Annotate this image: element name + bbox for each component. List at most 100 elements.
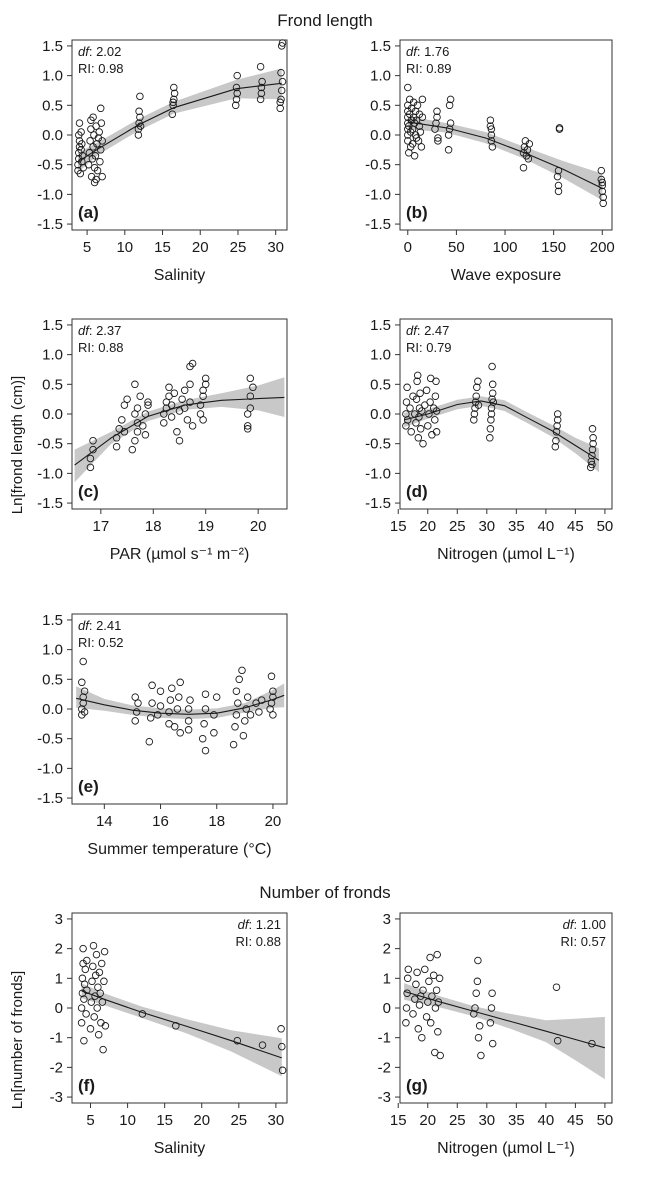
data-point-e-44 bbox=[232, 687, 241, 695]
y-tick-label-d-4: 0.5 bbox=[370, 376, 391, 393]
x-tick-label-f-4: 25 bbox=[230, 1112, 247, 1129]
x-tick-label-g-3: 30 bbox=[478, 1112, 495, 1129]
data-point-g-5 bbox=[409, 1010, 417, 1018]
y-tick-label-a-3: 0.0 bbox=[42, 127, 63, 144]
x-tick-label-g-2: 25 bbox=[449, 1112, 466, 1129]
y-tick-label-d-0: -1.5 bbox=[365, 495, 391, 512]
data-point-b-37 bbox=[433, 107, 441, 116]
data-point-c-11 bbox=[128, 445, 137, 454]
data-point-e-40 bbox=[229, 740, 238, 749]
data-point-e-27 bbox=[176, 729, 184, 737]
section-title-number-of-fronds: Number of fronds bbox=[259, 883, 390, 902]
data-point-d-32 bbox=[432, 407, 441, 415]
data-point-a-44 bbox=[135, 107, 143, 116]
y-tick-label-c-1: -1.0 bbox=[37, 465, 63, 482]
data-point-c-7 bbox=[118, 416, 126, 424]
y-tick-label-c-6: 1.5 bbox=[42, 317, 63, 334]
data-point-d-58 bbox=[587, 457, 596, 466]
x-tick-label-a-5: 30 bbox=[267, 239, 284, 256]
x-tick-label-g-6: 45 bbox=[567, 1112, 584, 1129]
fit-line-d bbox=[403, 400, 600, 461]
df-symbol-c: df bbox=[78, 323, 90, 338]
data-point-a-36 bbox=[96, 104, 105, 113]
data-point-d-39 bbox=[474, 377, 482, 386]
section-title-frond-length: Frond length bbox=[277, 11, 372, 30]
data-point-e-34 bbox=[201, 705, 210, 713]
data-point-a-32 bbox=[96, 157, 104, 166]
data-point-g-26 bbox=[434, 1028, 442, 1036]
data-point-a-34 bbox=[97, 119, 106, 127]
data-point-e-60 bbox=[269, 711, 277, 719]
df-annotation-b: df: 1.76 bbox=[406, 44, 449, 59]
df-value-e: : 2.41 bbox=[89, 618, 122, 633]
x-tick-label-a-1: 10 bbox=[116, 239, 133, 256]
data-point-b-70 bbox=[599, 193, 607, 202]
data-point-g-21 bbox=[429, 971, 438, 980]
data-point-b-72 bbox=[598, 178, 607, 187]
data-point-g-36 bbox=[475, 1022, 484, 1030]
data-point-e-41 bbox=[231, 723, 239, 731]
data-point-b-41 bbox=[444, 131, 453, 139]
data-point-e-58 bbox=[269, 687, 277, 695]
df-symbol-b: df bbox=[406, 44, 418, 59]
data-point-b-59 bbox=[525, 140, 534, 148]
data-point-c-9 bbox=[123, 395, 131, 403]
data-point-c-0 bbox=[86, 463, 95, 472]
panel-label-f: (f) bbox=[78, 1076, 95, 1095]
ri-annotation-d: RI: 0.79 bbox=[406, 340, 452, 355]
x-tick-label-d-7: 50 bbox=[597, 518, 614, 535]
data-point-g-34 bbox=[474, 956, 482, 965]
y-tick-label-e-6: 1.5 bbox=[42, 612, 63, 629]
x-tick-label-a-0: 5 bbox=[83, 239, 91, 256]
data-point-f-32 bbox=[100, 947, 109, 956]
data-point-f-26 bbox=[96, 989, 104, 997]
data-point-f-28 bbox=[97, 959, 106, 968]
y-tick-label-e-2: -0.5 bbox=[37, 731, 63, 748]
df-symbol-f: df bbox=[238, 917, 250, 932]
data-point-e-11 bbox=[131, 693, 139, 701]
data-point-c-47 bbox=[199, 392, 207, 400]
data-point-g-33 bbox=[473, 977, 482, 986]
x-tick-label-d-1: 20 bbox=[419, 518, 436, 535]
data-point-a-13 bbox=[77, 128, 85, 136]
y-tick-label-g-6: 3 bbox=[383, 911, 391, 928]
data-point-d-17 bbox=[416, 425, 425, 433]
data-point-e-53 bbox=[255, 708, 263, 716]
x-tick-label-f-2: 15 bbox=[156, 1112, 173, 1129]
data-point-c-12 bbox=[131, 436, 139, 445]
data-point-f-38 bbox=[277, 1025, 285, 1033]
x-axis-label-g: Nitrogen (µmol L⁻¹) bbox=[437, 1140, 575, 1157]
fit-line-a bbox=[77, 82, 282, 163]
data-point-e-15 bbox=[148, 681, 156, 690]
fit-line-f bbox=[81, 990, 282, 1059]
x-tick-label-d-6: 45 bbox=[567, 518, 584, 535]
data-point-f-16 bbox=[89, 962, 97, 971]
y-tick-label-g-0: -3 bbox=[378, 1089, 391, 1106]
panel-a: -1.5 -1.0 -0.5 0.0 0.5 1.0 1.5 5 10 15 20 25 30 Salin… bbox=[37, 38, 288, 284]
data-point-d-61 bbox=[589, 439, 597, 448]
y-tick-label-c-5: 1.0 bbox=[42, 347, 63, 364]
data-point-d-9 bbox=[412, 419, 420, 427]
ri-annotation-b: RI: 0.89 bbox=[406, 61, 452, 76]
data-point-e-55 bbox=[266, 705, 274, 713]
data-point-a-58 bbox=[256, 95, 265, 104]
x-tick-label-a-2: 15 bbox=[154, 239, 171, 256]
x-tick-label-d-4: 35 bbox=[508, 518, 525, 535]
data-point-c-56 bbox=[249, 383, 257, 392]
data-point-a-52 bbox=[169, 98, 177, 107]
data-point-g-23 bbox=[431, 1004, 440, 1012]
data-point-e-49 bbox=[242, 705, 250, 713]
data-point-f-31 bbox=[100, 977, 108, 986]
data-point-e-24 bbox=[173, 705, 182, 713]
data-point-a-12 bbox=[78, 140, 86, 148]
data-point-e-6 bbox=[79, 657, 87, 666]
x-tick-label-d-5: 40 bbox=[538, 518, 555, 535]
y-tick-label-a-2: -0.5 bbox=[37, 157, 63, 174]
data-point-a-61 bbox=[256, 62, 265, 71]
data-point-e-23 bbox=[170, 723, 179, 731]
data-point-a-63 bbox=[276, 104, 284, 113]
x-tick-label-c-1: 18 bbox=[145, 518, 162, 535]
data-point-e-42 bbox=[232, 711, 241, 719]
data-point-f-11 bbox=[83, 986, 91, 994]
